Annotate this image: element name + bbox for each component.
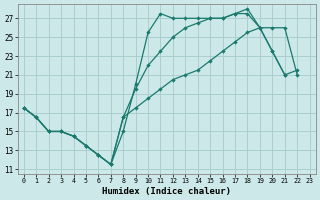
X-axis label: Humidex (Indice chaleur): Humidex (Indice chaleur) bbox=[102, 187, 231, 196]
